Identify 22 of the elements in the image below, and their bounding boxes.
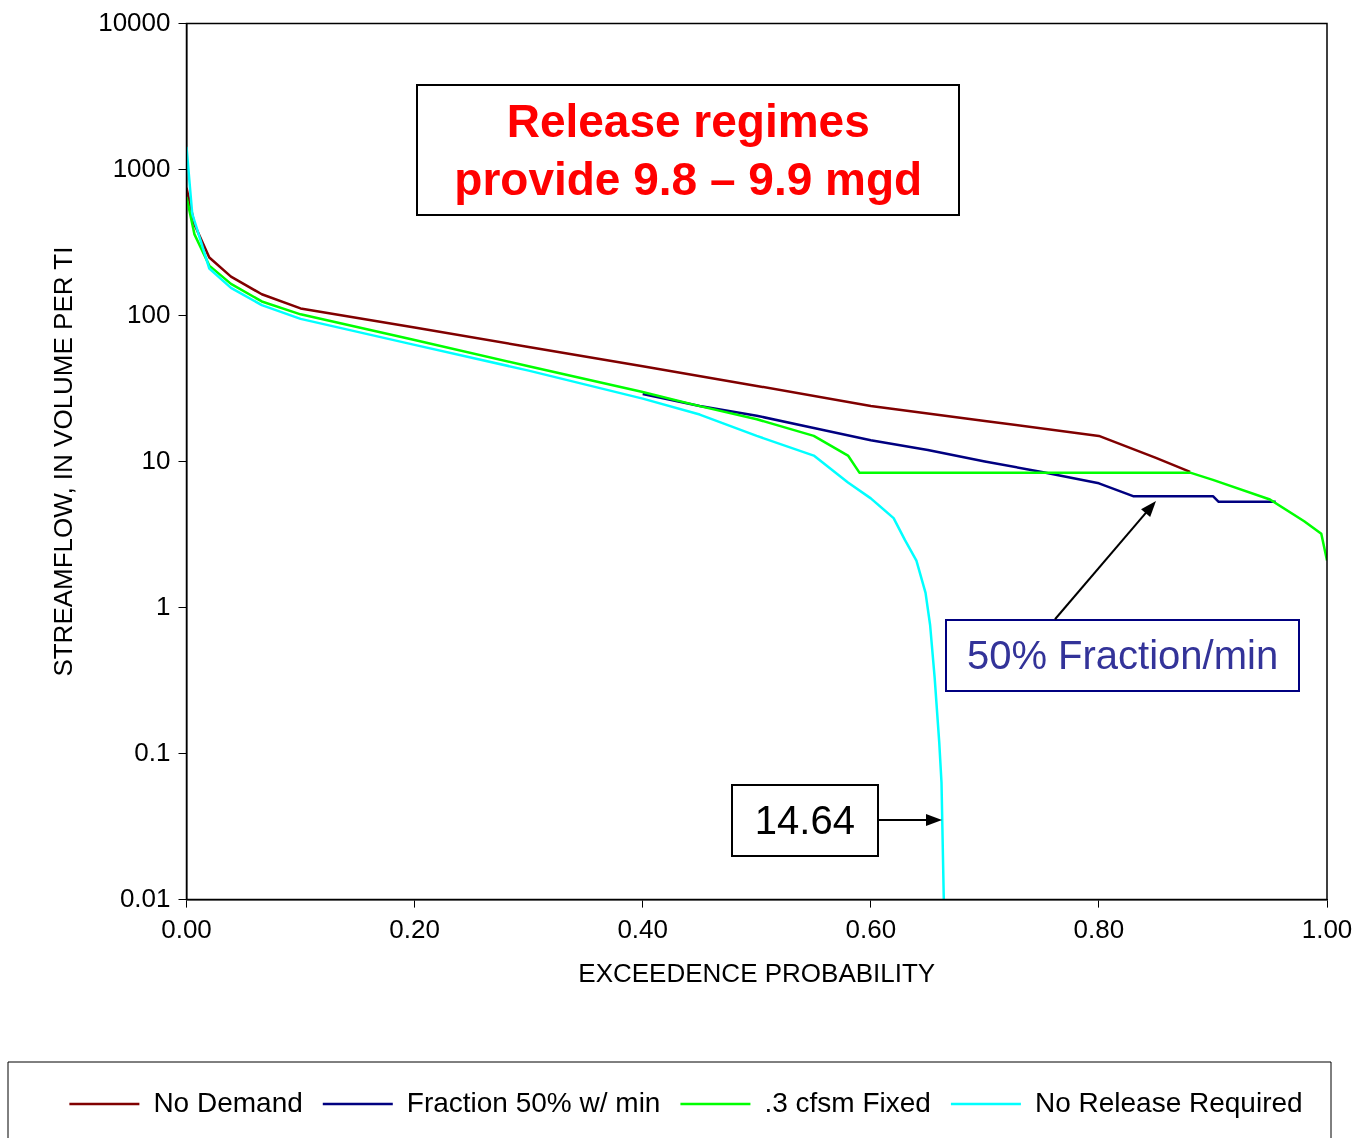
x-tick-label: 0.00 <box>161 914 212 945</box>
x-axis-title: EXCEEDENCE PROBABILITY <box>578 957 936 988</box>
annotation: 50% Fraction/min <box>944 619 1301 693</box>
y-axis-title: STREAMFLOW, IN VOLUME PER TI <box>47 246 78 677</box>
y-tick-label: 10000 <box>98 6 171 37</box>
annotation: Release regimes provide 9.8 – 9.9 mgd <box>416 83 961 216</box>
legend-label: Fraction 50% w/ min <box>406 1086 661 1118</box>
y-tick-label: 10 <box>141 444 171 475</box>
legend-label: No Demand <box>153 1086 303 1118</box>
x-tick-label: 0.40 <box>617 914 668 945</box>
x-tick-label: 0.20 <box>389 914 440 945</box>
legend-label: .3 cfsm Fixed <box>764 1086 931 1118</box>
x-tick-label: 0.60 <box>845 914 897 945</box>
legend-label: No Release Required <box>1034 1086 1303 1118</box>
x-tick-label: 0.80 <box>1073 914 1125 945</box>
y-tick-label: 1000 <box>112 152 171 183</box>
y-tick-label: 0.1 <box>134 736 171 767</box>
x-tick-label: 1.00 <box>1301 914 1353 945</box>
y-tick-label: 1 <box>156 590 171 621</box>
annotation: 14.64 <box>730 783 879 857</box>
y-tick-label: 0.01 <box>119 882 171 913</box>
y-tick-label: 100 <box>127 298 171 329</box>
